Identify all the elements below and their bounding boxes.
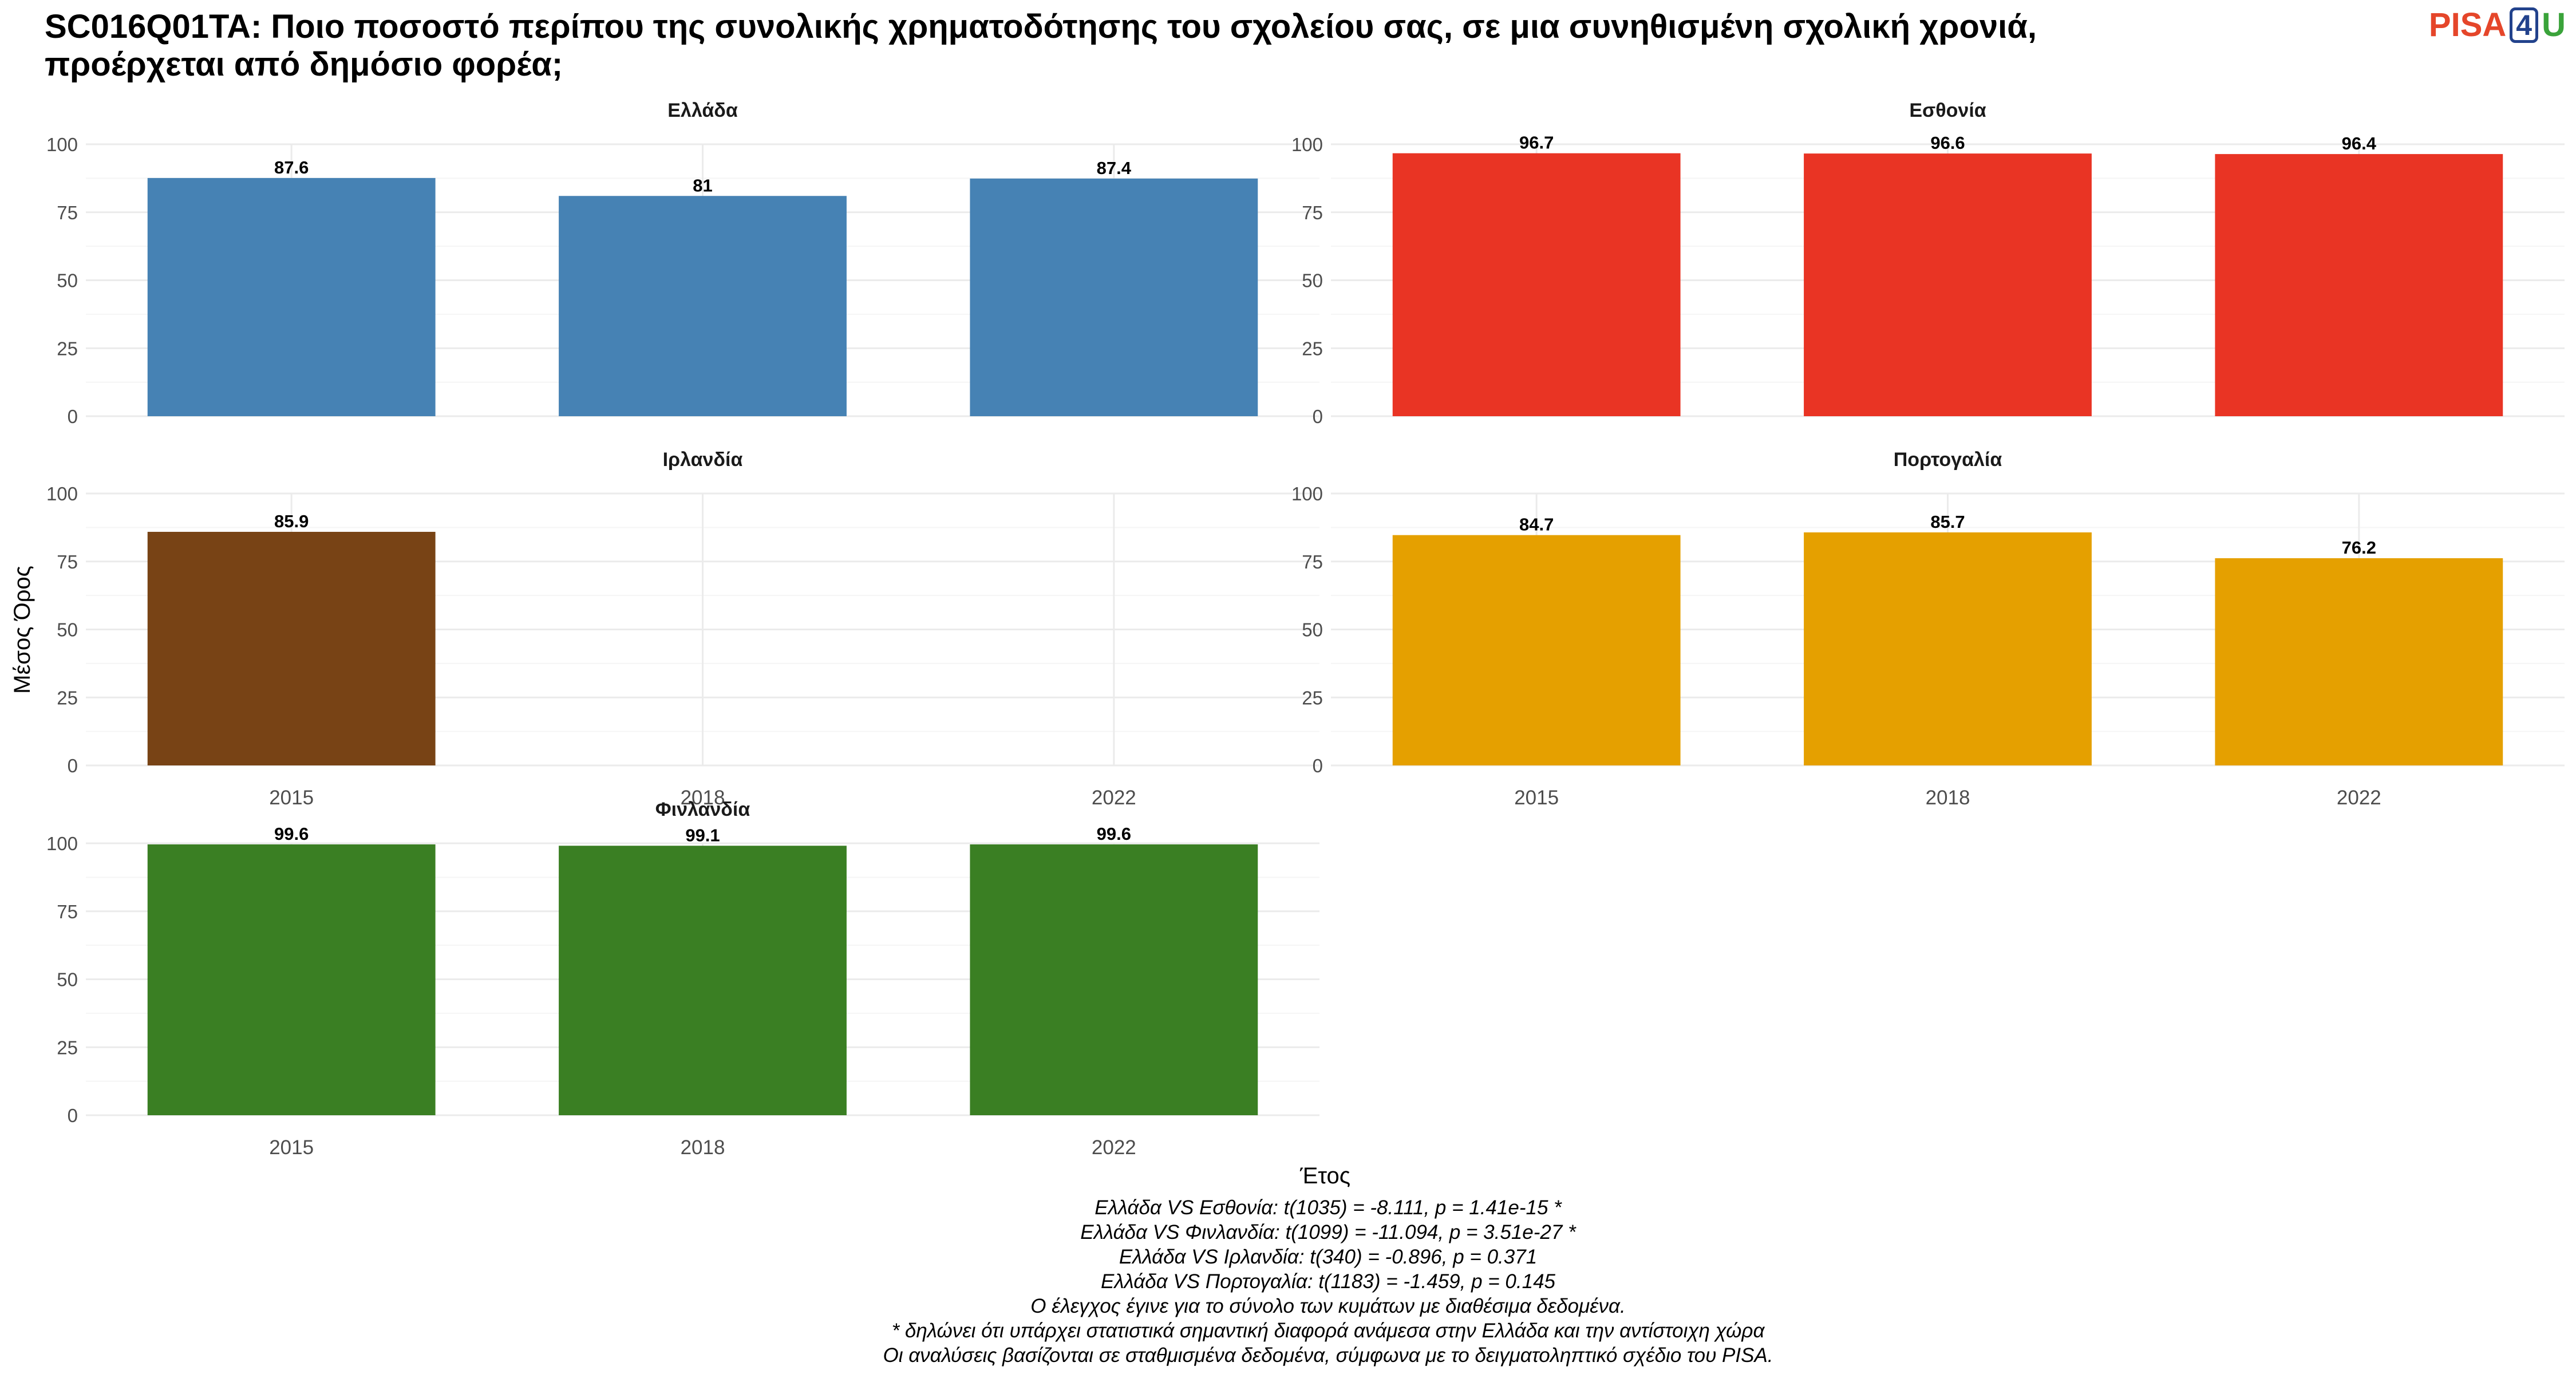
x-tick-label: 2018 [681,1136,725,1159]
y-tick-label: 50 [1302,270,1323,291]
x-tick-label: 2015 [269,787,314,809]
footnote-line: Ελλάδα VS Πορτογαλία: t(1183) = -1.459, … [1100,1270,1556,1293]
bar [1804,532,2092,765]
x-tick-label: 2022 [2337,787,2381,809]
facet-title: Εσθονία [1909,100,1986,121]
pisa4u-logo: PISA 4 U [2429,6,2566,44]
bar-value-label: 87.4 [1097,158,1132,178]
bar [970,178,1258,416]
x-tick-label: 2015 [269,1136,314,1159]
logo-pisa: PISA [2428,6,2507,44]
y-tick-label: 75 [57,551,78,572]
bar [970,844,1258,1115]
bar [559,196,847,416]
y-tick-label: 0 [68,755,78,776]
x-axis-title: Έτος [1299,1163,1350,1189]
footnote-line: Οι αναλύσεις βασίζονται σε σταθμισμένα δ… [883,1344,1773,1367]
y-tick-label: 25 [1302,338,1323,359]
bar [1392,153,1681,416]
chart-title: SC016Q01TA: Ποιο ποσοστό περίπου της συν… [45,8,2037,83]
y-tick-label: 0 [68,1105,78,1126]
bar-value-label: 81 [693,175,712,195]
y-tick-label: 100 [46,483,78,504]
facet-title: Πορτογαλία [1894,449,2002,471]
bar-value-label: 76.2 [2342,538,2376,558]
bar-value-label: 85.7 [1930,512,1965,532]
y-tick-label: 75 [57,901,78,922]
bar-value-label: 96.7 [1519,133,1554,153]
y-tick-label: 25 [57,687,78,708]
bar-value-label: 96.6 [1930,133,1965,153]
footnote-line: Ελλάδα VS Ιρλανδία: t(340) = -0.896, p =… [1119,1246,1538,1268]
y-tick-label: 25 [57,338,78,359]
y-tick-label: 50 [57,270,78,291]
x-tick-label: 2022 [1092,1136,1136,1159]
bar [2215,154,2503,416]
y-tick-label: 50 [57,619,78,641]
footnotes: Ελλάδα VS Εσθονία: t(1035) = -8.111, p =… [0,1195,2576,1368]
y-tick-label: 50 [57,969,78,990]
bar-value-label: 87.6 [274,157,309,177]
x-tick-label: 2015 [1514,787,1559,809]
y-tick-label: 0 [1313,755,1323,776]
footnote-line: Ο έλεγχος έγινε για το σύνολο των κυμάτω… [1030,1295,1626,1317]
bar-value-label: 99.6 [1097,824,1131,844]
facet-title: Ελλάδα [667,100,738,121]
logo-u: U [2542,6,2566,44]
y-tick-label: 100 [46,134,78,155]
y-tick-label: 50 [1302,619,1323,641]
bar [559,846,847,1115]
bar [147,531,436,765]
bar [147,844,436,1115]
x-tick-label: 2018 [681,787,725,809]
footnote-line: Ελλάδα VS Φινλανδία: t(1099) = -11.094, … [1080,1221,1576,1243]
y-tick-label: 0 [1313,406,1323,427]
bar [1804,153,2092,416]
y-tick-label: 100 [1291,134,1323,155]
bar-value-label: 85.9 [274,511,309,531]
y-tick-label: 100 [1291,483,1323,504]
x-tick-label: 2022 [1092,787,1136,809]
logo-four: 4 [2510,7,2539,43]
y-tick-label: 25 [57,1037,78,1058]
facet-title: Ιρλανδία [663,449,743,471]
faceted-bar-chart: Ελλάδα 0 25 50 75 100 87.6 81 87.4 Εσθονία 0 25 50 75… [10,100,2565,1189]
footnote-line: * δηλώνει ότι υπάρχει στατιστικά σημαντι… [891,1320,1765,1342]
footnote-line: Ελλάδα VS Εσθονία: t(1035) = -8.111, p =… [1095,1197,1562,1219]
y-tick-label: 0 [68,406,78,427]
y-axis-title: Μέσος Όρος [10,566,35,694]
bar-value-label: 96.4 [2342,133,2377,153]
y-tick-label: 75 [1302,551,1323,572]
bar [1392,535,1681,765]
bar [2215,558,2503,765]
y-tick-label: 25 [1302,687,1323,708]
x-tick-label: 2018 [1926,787,1970,809]
bar-value-label: 99.1 [685,825,720,845]
y-tick-label: 75 [1302,202,1323,223]
bar-value-label: 84.7 [1519,515,1554,535]
facet-title: Φινλανδία [655,799,750,820]
bar [147,177,436,416]
y-tick-label: 100 [46,833,78,854]
y-tick-label: 75 [57,202,78,223]
bar-value-label: 99.6 [274,824,309,844]
